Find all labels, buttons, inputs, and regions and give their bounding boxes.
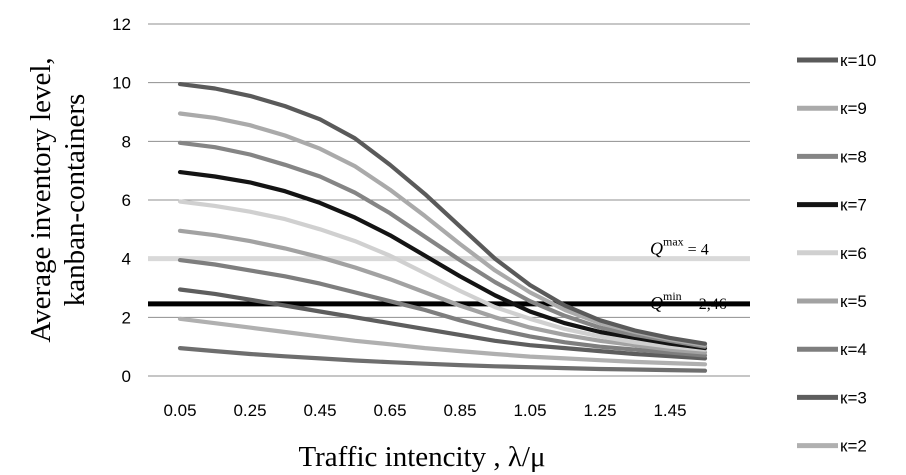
y-tick-label: 12 <box>112 15 131 34</box>
y-tick-label: 6 <box>122 191 131 210</box>
x-tick-label: 0.25 <box>233 401 266 420</box>
legend-label: к=10 <box>840 51 876 70</box>
x-tick-label: 1.25 <box>583 401 616 420</box>
x-tick-label: 1.05 <box>513 401 546 420</box>
y-axis-title-line-1: Average inventory level, <box>25 57 57 342</box>
legend-label: к=2 <box>840 437 867 456</box>
legend-label: к=7 <box>840 196 867 215</box>
reference-label-base: Q <box>650 293 663 313</box>
reference-label-sup: max <box>663 235 684 249</box>
y-axis-title-line-2: kanban-containers <box>59 94 91 307</box>
y-tick-labels: 0 2 4 6 8 10 12 <box>112 15 131 386</box>
legend-label: к=4 <box>840 340 867 359</box>
y-tick-label: 8 <box>122 132 131 151</box>
reference-label-sup: min <box>663 289 682 303</box>
x-tick-label: 1.45 <box>653 401 686 420</box>
reference-label-tail: = 4 <box>684 242 709 259</box>
series-line-k6 <box>177 199 708 352</box>
y-tick-label: 0 <box>122 367 131 386</box>
series-line-k8 <box>177 140 708 349</box>
series-lines <box>177 81 708 373</box>
legend-label: к=3 <box>840 388 867 407</box>
series-line-k3 <box>177 287 708 361</box>
gridlines <box>148 23 750 377</box>
y-tick-label: 2 <box>122 308 131 327</box>
reference-label-min: Qmin = 2,46 <box>650 289 727 313</box>
legend-label: к=9 <box>840 99 867 118</box>
series-line-k10 <box>177 81 708 346</box>
y-tick-label: 4 <box>122 250 131 269</box>
x-axis-title: Traffic intencity , λ/μ <box>298 441 545 473</box>
reference-label-tail: = 2,46 <box>682 296 727 313</box>
legend-label: к=5 <box>840 292 867 311</box>
x-tick-labels: 0.05 0.25 0.45 0.65 0.85 1.05 1.25 1.45 <box>163 401 686 420</box>
x-tick-label: 0.85 <box>443 401 476 420</box>
legend-label: к=8 <box>840 147 867 166</box>
series-line-k4 <box>177 258 708 358</box>
reference-label-max: Qmax = 4 <box>650 235 709 259</box>
series-line-k9 <box>177 111 708 348</box>
series-line-k5 <box>177 228 708 355</box>
series-line-k2 <box>177 316 708 367</box>
legend: к=10 к=9 к=8 к=7 к=6 к=5 к=4 к=3 к=2 <box>797 51 876 456</box>
reference-lines <box>148 256 750 307</box>
reference-label-base: Q <box>650 239 663 259</box>
series-line-k7 <box>177 170 708 351</box>
legend-label: к=6 <box>840 244 867 263</box>
x-tick-label: 0.45 <box>303 401 336 420</box>
y-tick-label: 10 <box>112 74 131 93</box>
x-tick-label: 0.05 <box>163 401 196 420</box>
series-line-k1 <box>177 346 708 373</box>
x-tick-label: 0.65 <box>373 401 406 420</box>
